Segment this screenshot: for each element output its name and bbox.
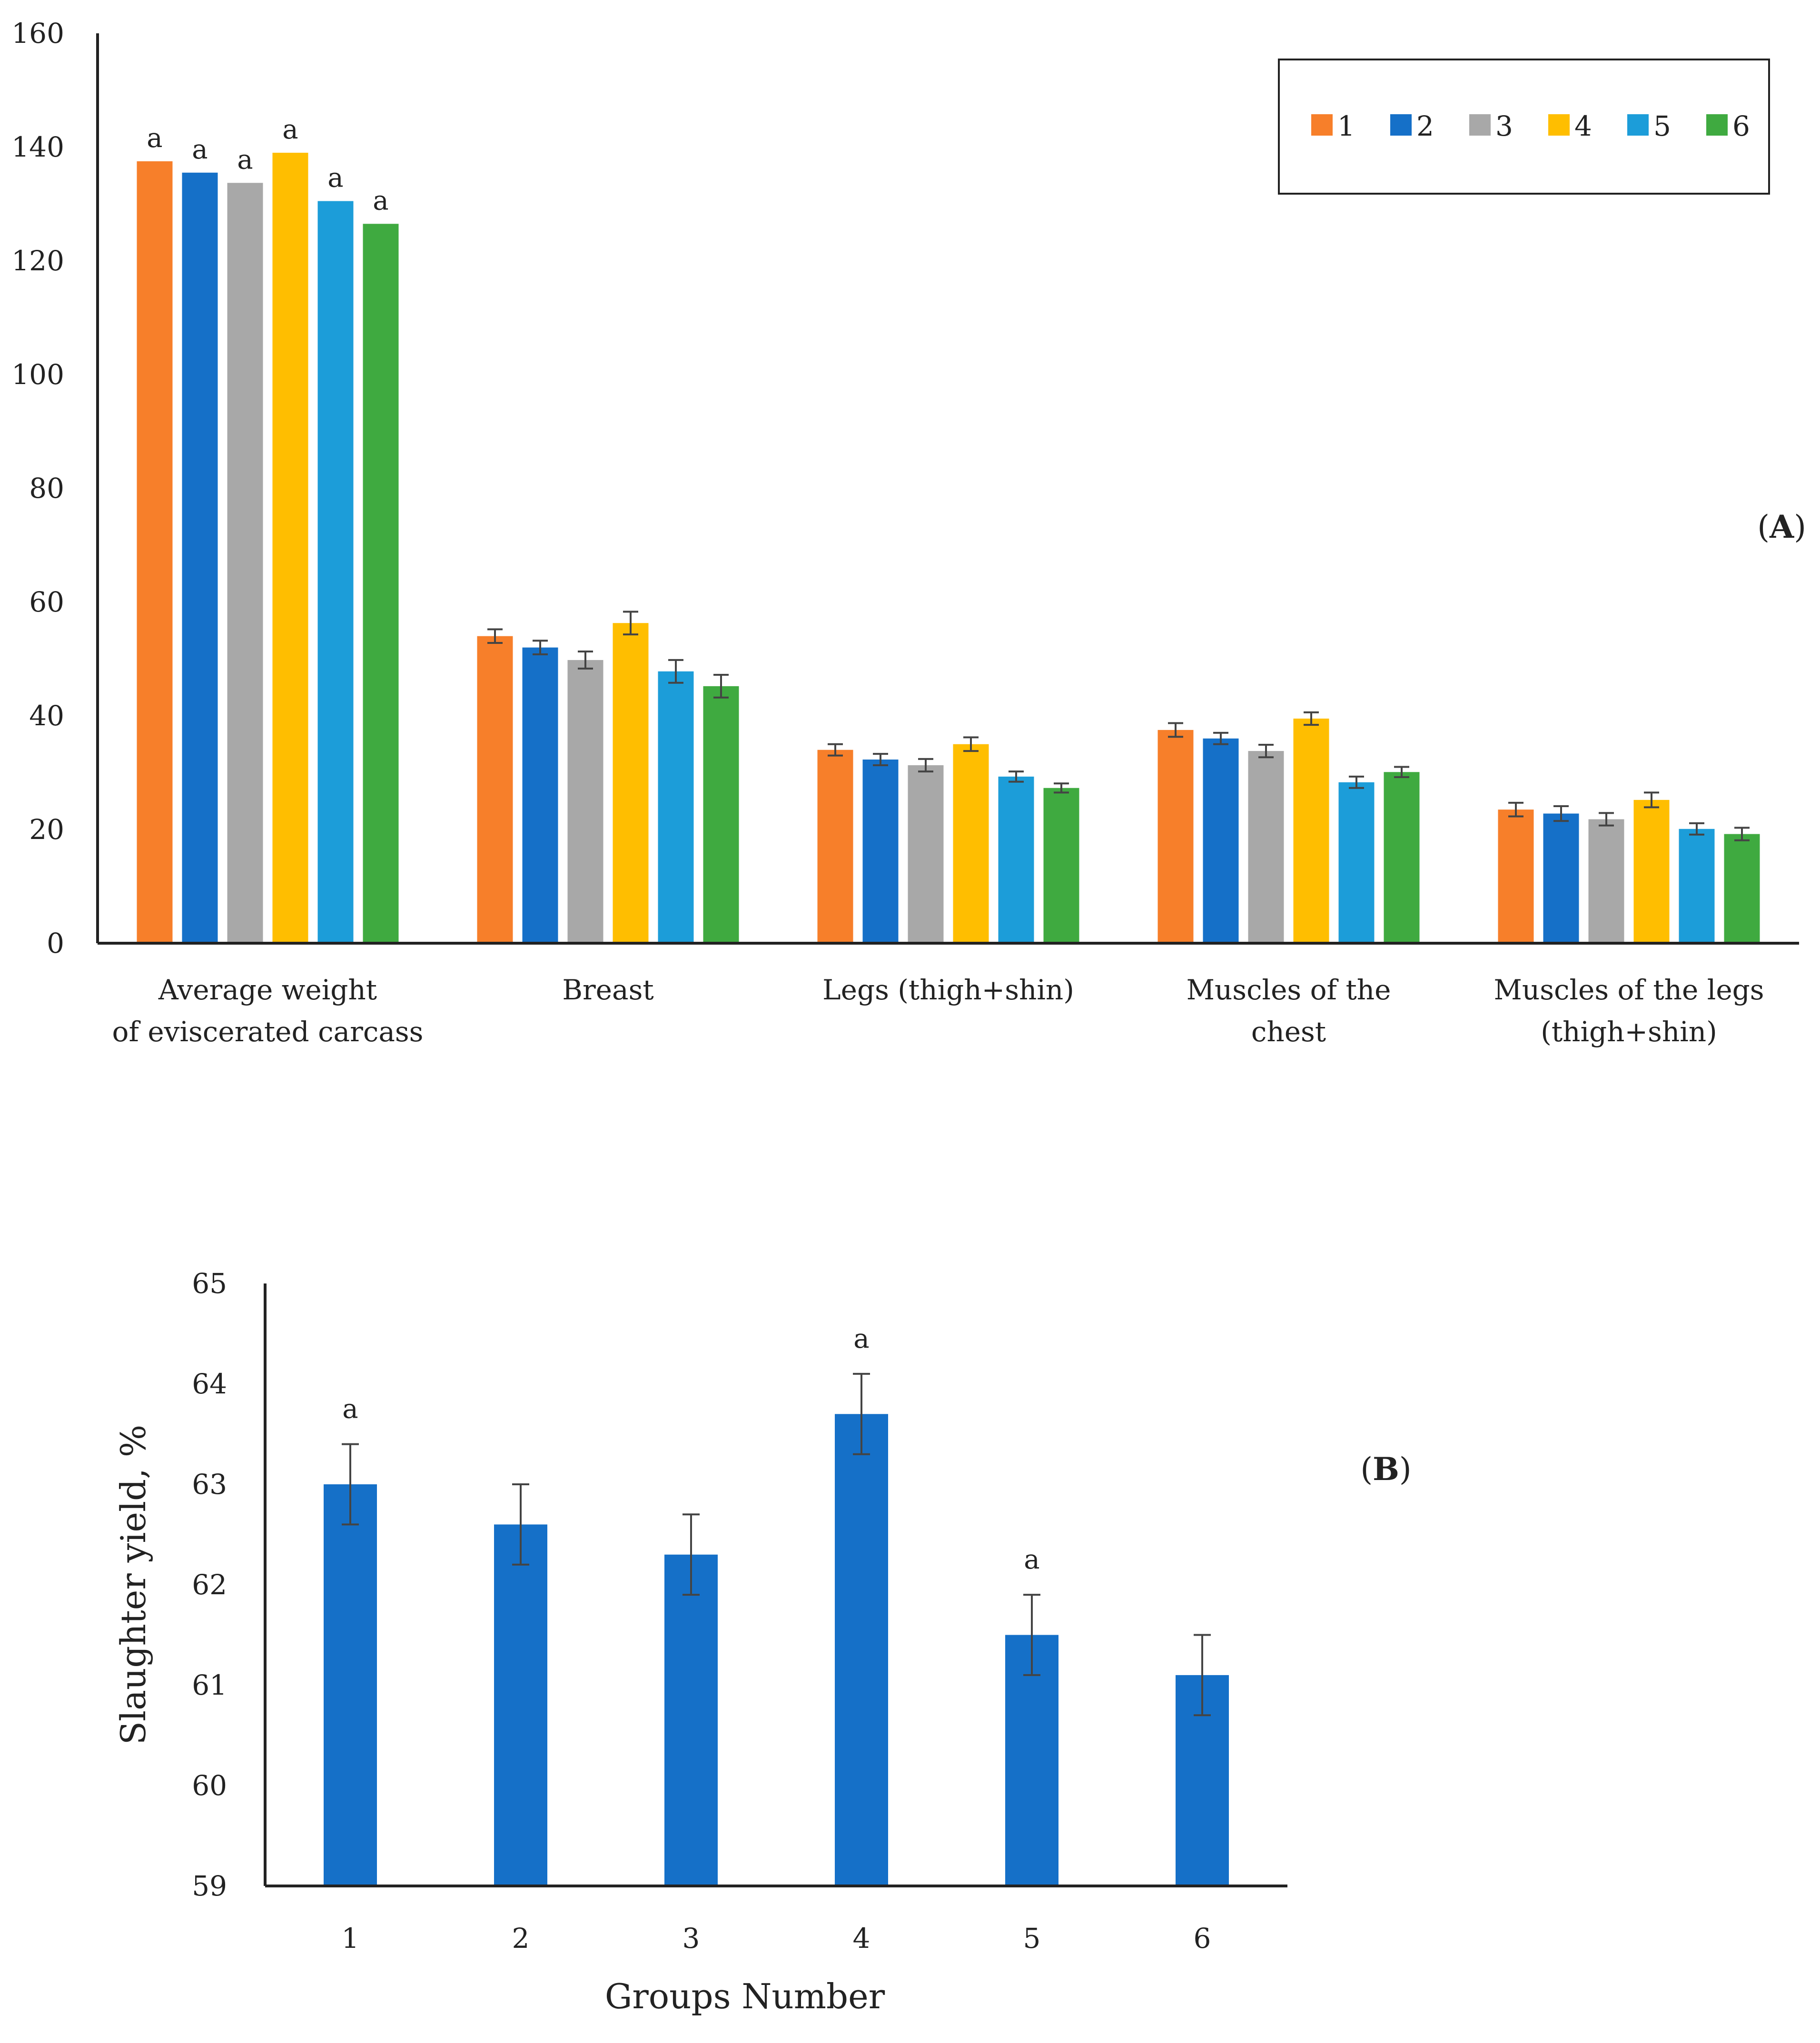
y-tick-label: 140: [11, 131, 64, 163]
bar: [477, 636, 513, 943]
legend-label: 1: [1337, 110, 1355, 142]
bar: [817, 750, 853, 943]
x-category-label: of eviscerated carcass: [112, 1016, 424, 1048]
x-tick-label: 3: [682, 1922, 700, 1954]
bar: [1043, 788, 1079, 943]
significance-label: a: [282, 114, 298, 145]
x-category-label: Muscles of the: [1187, 974, 1391, 1006]
bar: [664, 1554, 718, 1886]
bar: [908, 765, 944, 943]
panel-label-a: (A): [1757, 508, 1806, 545]
x-category-label: chest: [1251, 1016, 1326, 1048]
bar: [1498, 809, 1534, 943]
bar: [1588, 819, 1624, 943]
bar: [613, 623, 649, 943]
bar: [494, 1524, 547, 1886]
panel-label-b: (B): [1360, 1451, 1411, 1488]
bar: [1293, 718, 1329, 943]
x-category-label: (thigh+shin): [1541, 1016, 1717, 1048]
significance-label: a: [853, 1323, 869, 1354]
bar: [1157, 730, 1194, 943]
legend-swatch: [1390, 114, 1412, 136]
legend-box: [1278, 59, 1770, 195]
bar: [1724, 834, 1760, 943]
x-tick-label: 1: [342, 1922, 359, 1954]
bar: [1248, 751, 1284, 943]
x-category-label: Breast: [562, 974, 653, 1006]
x-tick-label: 4: [853, 1922, 870, 1954]
bar: [862, 760, 899, 943]
x-category-label: Average weight: [158, 974, 377, 1006]
significance-label: a: [237, 144, 253, 175]
bar: [1543, 813, 1579, 943]
x-category-label: Legs (thigh+shin): [822, 974, 1074, 1006]
bar: [363, 224, 399, 944]
x-category-label: Muscles of the legs: [1494, 974, 1764, 1006]
legend-swatch: [1706, 114, 1728, 136]
x-tick-label: 6: [1194, 1922, 1211, 1954]
legend-label: 4: [1574, 110, 1592, 142]
bar: [998, 776, 1034, 943]
y-tick-label: 120: [11, 245, 64, 277]
bar: [567, 660, 603, 943]
y-tick-label: 61: [192, 1669, 227, 1701]
bar: [522, 647, 558, 943]
bar: [272, 152, 308, 944]
significance-label: a: [342, 1394, 358, 1425]
bar: [1633, 799, 1670, 943]
bar: [953, 744, 989, 943]
bar: [658, 671, 694, 943]
y-tick-label: 40: [29, 700, 64, 732]
legend-swatch: [1311, 114, 1333, 136]
y-axis-title: Slaughter yield, %: [113, 1425, 153, 1745]
significance-label: a: [1024, 1544, 1039, 1575]
y-tick-label: 80: [29, 472, 64, 504]
legend-swatch: [1469, 114, 1491, 136]
bar: [703, 686, 739, 943]
legend-swatch: [1627, 114, 1649, 136]
y-tick-label: 60: [192, 1769, 227, 1802]
bar: [317, 201, 354, 943]
bar: [137, 161, 173, 943]
x-tick-label: 2: [512, 1922, 530, 1954]
bar: [1005, 1635, 1058, 1886]
significance-label: a: [147, 123, 162, 154]
x-tick-label: 5: [1023, 1922, 1041, 1954]
legend-label: 6: [1732, 110, 1750, 142]
legend-label: 3: [1495, 110, 1513, 142]
y-tick-label: 100: [11, 358, 64, 391]
y-tick-label: 62: [192, 1569, 227, 1601]
y-tick-label: 65: [192, 1267, 227, 1300]
bar: [227, 183, 263, 943]
bar: [1338, 782, 1375, 943]
significance-label: a: [373, 185, 388, 216]
bar: [835, 1414, 888, 1886]
chart-b: 59 60 61 62 63 64 65 a 1 2 3 a 4 a 5 6 Groups Number Slau…: [113, 1267, 1412, 2016]
bar: [1679, 829, 1715, 943]
y-tick-label: 64: [192, 1368, 227, 1400]
bar: [1384, 772, 1420, 943]
significance-label: a: [192, 134, 208, 165]
y-tick-label: 60: [29, 586, 64, 618]
y-tick-label: 160: [11, 17, 64, 49]
bar: [324, 1484, 377, 1886]
bar: [182, 172, 218, 943]
x-axis-title: Groups Number: [605, 1976, 885, 2016]
bar: [1203, 738, 1239, 943]
legend-label: 5: [1653, 110, 1671, 142]
legend-label: 2: [1416, 110, 1434, 142]
y-tick-label: 59: [192, 1870, 227, 1902]
y-tick-label: 63: [192, 1468, 227, 1500]
legend: 1 2 3 4 5 6: [1278, 59, 1770, 195]
significance-label: a: [327, 163, 343, 194]
y-tick-label: 20: [29, 813, 64, 846]
legend-swatch: [1548, 114, 1570, 136]
y-tick-label: 0: [47, 927, 64, 959]
